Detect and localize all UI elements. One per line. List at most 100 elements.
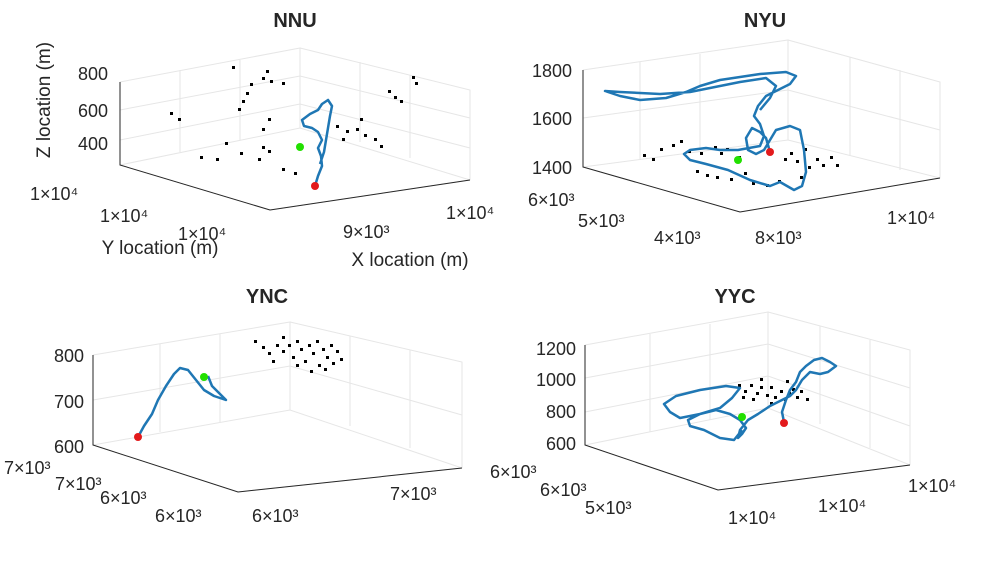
y-tick-label: 6×10³ <box>490 462 537 482</box>
scatter-point <box>380 145 383 148</box>
scatter-point <box>752 182 755 185</box>
scatter-point <box>346 130 349 133</box>
scatter-point <box>756 392 759 395</box>
scatter-point <box>660 148 663 151</box>
y-tick-label: 6×10³ <box>528 190 575 210</box>
z-tick-label: 400 <box>78 134 108 154</box>
z-tick-label: 700 <box>54 392 84 412</box>
scatter-point <box>786 380 789 383</box>
x-tick-label: 7×10³ <box>390 484 437 504</box>
z-tick-label: 1000 <box>536 370 576 390</box>
panel-ync: YNC 800 700 600 7×10³ 7×10³ 6×10³ 6×10³ … <box>4 286 463 526</box>
scatter-point <box>800 390 803 393</box>
scatter-point <box>262 128 265 131</box>
scatter-point <box>412 76 415 79</box>
scatter-point <box>836 164 839 167</box>
panel-title: YYC <box>714 286 755 308</box>
scatter-point <box>652 158 655 161</box>
y-tick-label: 1×10⁴ <box>178 224 226 244</box>
start-marker <box>734 156 742 164</box>
scatter-point <box>714 146 717 149</box>
scatter-point <box>700 152 703 155</box>
x-tick-label: 1×10⁴ <box>446 203 494 223</box>
scatter-point <box>374 138 377 141</box>
scatter-point <box>742 396 745 399</box>
scatter-point <box>744 172 747 175</box>
z-tick-label: 1200 <box>536 339 576 359</box>
z-tick-label: 600 <box>78 101 108 121</box>
scatter-point <box>816 158 819 161</box>
x-tick-label: 6×10³ <box>252 506 299 526</box>
scatter-point <box>415 82 418 85</box>
scatter-point <box>170 112 173 115</box>
scatter-point <box>730 178 733 181</box>
trajectory-line <box>603 70 808 192</box>
scatter-point <box>806 398 809 401</box>
y-tick-label: 6×10³ <box>155 506 202 526</box>
y-tick-label: 6×10³ <box>100 488 147 508</box>
y-tick-label: 5×10³ <box>585 498 632 518</box>
y-tick-label: 7×10³ <box>55 474 102 494</box>
scatter-point <box>268 352 271 355</box>
scatter-point <box>308 344 311 347</box>
scatter-point <box>318 364 321 367</box>
scatter-point <box>242 100 245 103</box>
scatter-point <box>796 396 799 399</box>
x-tick-label: 8×10³ <box>755 228 802 248</box>
scatter-point <box>822 164 825 167</box>
scatter-point <box>830 156 833 159</box>
scatter-point <box>744 390 747 393</box>
scatter-point <box>394 96 397 99</box>
panel-yyc: YYC 1200 1000 800 600 6×10³ 6×10³ 5×10³ … <box>490 286 956 528</box>
scatter-point <box>790 152 793 155</box>
scatter-point <box>800 176 803 179</box>
scatter-point <box>282 82 285 85</box>
y-tick-label: 4×10³ <box>654 228 701 248</box>
scatter-point <box>262 146 265 149</box>
x-tick-label: 1×10⁴ <box>818 496 866 516</box>
scatter-point <box>706 174 709 177</box>
scatter-point <box>262 77 265 80</box>
scatter-point <box>310 370 313 373</box>
scatter-point <box>316 340 319 343</box>
end-marker <box>780 419 788 427</box>
points-group <box>643 140 839 187</box>
scatter-point <box>672 144 675 147</box>
scatter-point <box>266 70 269 73</box>
scatter-point <box>254 340 257 343</box>
scatter-point <box>282 168 285 171</box>
scatter-point <box>770 402 773 405</box>
box-grid <box>92 321 463 493</box>
scatter-point <box>262 346 265 349</box>
scatter-point <box>720 152 723 155</box>
box-axes <box>119 82 471 211</box>
scatter-point <box>696 170 699 173</box>
z-tick-label: 1800 <box>532 61 572 81</box>
trajectory-line <box>300 98 334 187</box>
x-tick-label: 1×10⁴ <box>887 208 935 228</box>
panel-title: NYU <box>744 10 786 32</box>
y-tick-label: 1×10⁴ <box>30 184 78 204</box>
scatter-point <box>322 348 325 351</box>
panel-nnu: NNU 800 600 400 Z location (m) 1×10⁴ 1×1… <box>30 10 494 271</box>
scatter-point <box>340 358 343 361</box>
scatter-point <box>804 148 807 151</box>
z-tick-label: 800 <box>54 346 84 366</box>
scatter-point <box>276 344 279 347</box>
end-marker <box>311 182 319 190</box>
end-marker <box>134 433 142 441</box>
panel-title: YNC <box>246 286 288 308</box>
scatter-point <box>330 344 333 347</box>
scatter-point <box>360 118 363 121</box>
scatter-point <box>388 90 391 93</box>
scatter-point <box>364 134 367 137</box>
z-tick-label: 800 <box>546 402 576 422</box>
panel-title: NNU <box>273 10 316 32</box>
scatter-point <box>292 356 295 359</box>
scatter-point <box>296 340 299 343</box>
scatter-point <box>808 166 811 169</box>
points-group <box>254 336 343 373</box>
scatter-point <box>643 154 646 157</box>
box-grid <box>119 47 471 211</box>
scatter-point <box>796 160 799 163</box>
